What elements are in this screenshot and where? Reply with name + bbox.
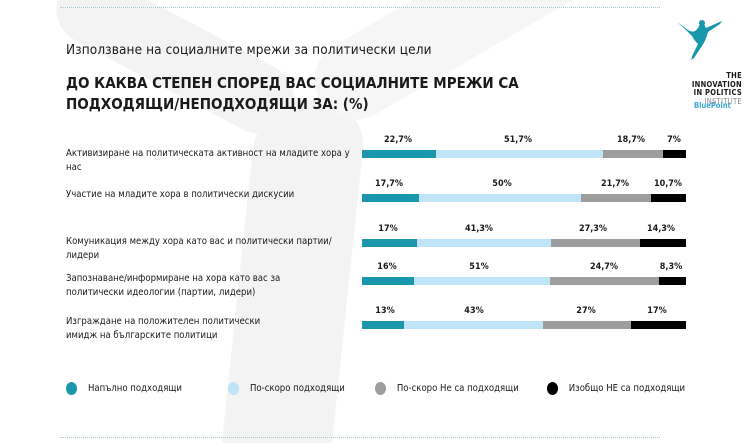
stacked-bar — [362, 194, 686, 202]
legend-item-rather: По-скоро подходящи — [227, 382, 345, 395]
jumping-person-icon — [677, 20, 722, 60]
legend-dot-icon — [374, 382, 386, 395]
segment-not-at-all — [663, 150, 686, 158]
legend-label: Изобщо НЕ са подходящи — [568, 383, 686, 394]
legend-dot-icon — [66, 382, 77, 395]
value-label: 18,7% — [616, 135, 646, 145]
legend-dot-icon — [546, 382, 558, 395]
value-label: 17,7% — [374, 179, 404, 189]
segment-not-at-all — [630, 321, 686, 329]
chart-title: ДО КАКВА СТЕПЕН СПОРЕД ВАС СОЦИАЛНИТЕ МР… — [66, 74, 519, 113]
value-label: 21,7% — [600, 179, 630, 189]
segment-rather-not — [549, 277, 660, 285]
segment-rather-not — [543, 321, 631, 329]
legend-label: По-скоро Не са подходящи — [396, 383, 519, 394]
legend-label: Напълно подходящи — [88, 383, 182, 394]
segment-rather-not — [551, 239, 640, 247]
value-label: 10,7% — [653, 179, 683, 189]
segment-rather — [435, 150, 603, 158]
legend-item-not-at-all: Изобщо НЕ са подходящи — [546, 382, 686, 395]
value-label: 14,3% — [646, 224, 676, 234]
segment-fully — [362, 321, 405, 329]
segment-rather — [419, 194, 582, 202]
segment-fully — [362, 239, 418, 247]
value-label: 22,7% — [383, 135, 413, 145]
value-label: 41,3% — [464, 224, 494, 234]
value-label: 51% — [469, 262, 489, 272]
stacked-bar — [362, 150, 686, 158]
value-label: 17% — [378, 224, 398, 234]
stacked-bar — [362, 277, 686, 285]
logo-text: THE INNOVATION IN POLITICS INSTITUTE — [691, 71, 742, 106]
row-label: Комуникация между хора като вас и полити… — [66, 236, 332, 261]
segment-fully — [362, 277, 414, 285]
legend-label: По-скоро подходящи — [249, 383, 345, 394]
stacked-bar — [362, 239, 686, 247]
row-label: Запознаване/информиране на хора като вас… — [66, 273, 281, 298]
segment-rather — [417, 239, 552, 247]
segment-rather — [404, 321, 544, 329]
segment-rather-not — [581, 194, 652, 202]
value-label: 7% — [667, 135, 681, 145]
legend-item-fully: Напълно подходящи — [66, 382, 182, 395]
value-label: 27,3% — [578, 224, 608, 234]
value-label: 17% — [647, 306, 667, 316]
value-label: 50% — [492, 179, 512, 189]
value-label: 43% — [464, 306, 484, 316]
row-label: Активизиране на политическата активност … — [66, 148, 350, 173]
value-label: 24,7% — [589, 262, 619, 272]
stacked-bar — [362, 321, 686, 329]
value-label: 51,7% — [503, 135, 533, 145]
legend-dot-icon — [227, 382, 239, 395]
segment-not-at-all — [639, 239, 686, 247]
segment-rather-not — [602, 150, 664, 158]
segment-not-at-all — [651, 194, 686, 202]
value-label: 27% — [576, 306, 596, 316]
segment-fully — [362, 150, 436, 158]
value-label: 13% — [375, 306, 395, 316]
top-divider — [60, 7, 660, 8]
segment-not-at-all — [659, 277, 686, 285]
bluepoint-logo: BluePoint — [694, 101, 731, 110]
value-label: 8,3% — [659, 262, 683, 272]
legend-item-rather-not: По-скоро Не са подходящи — [374, 382, 519, 395]
segment-fully — [362, 194, 420, 202]
value-label: 16% — [377, 262, 397, 272]
row-label: Участие на младите хора в политически ди… — [66, 189, 295, 200]
segment-rather — [413, 277, 550, 285]
row-label: Изграждане на положителен политически им… — [66, 316, 261, 341]
bottom-divider — [60, 437, 660, 438]
chart-subtitle: Използване на социалните мрежи за полити… — [66, 42, 432, 58]
chart-legend: Напълно подходящи По-скоро подходящи По-… — [66, 382, 713, 395]
